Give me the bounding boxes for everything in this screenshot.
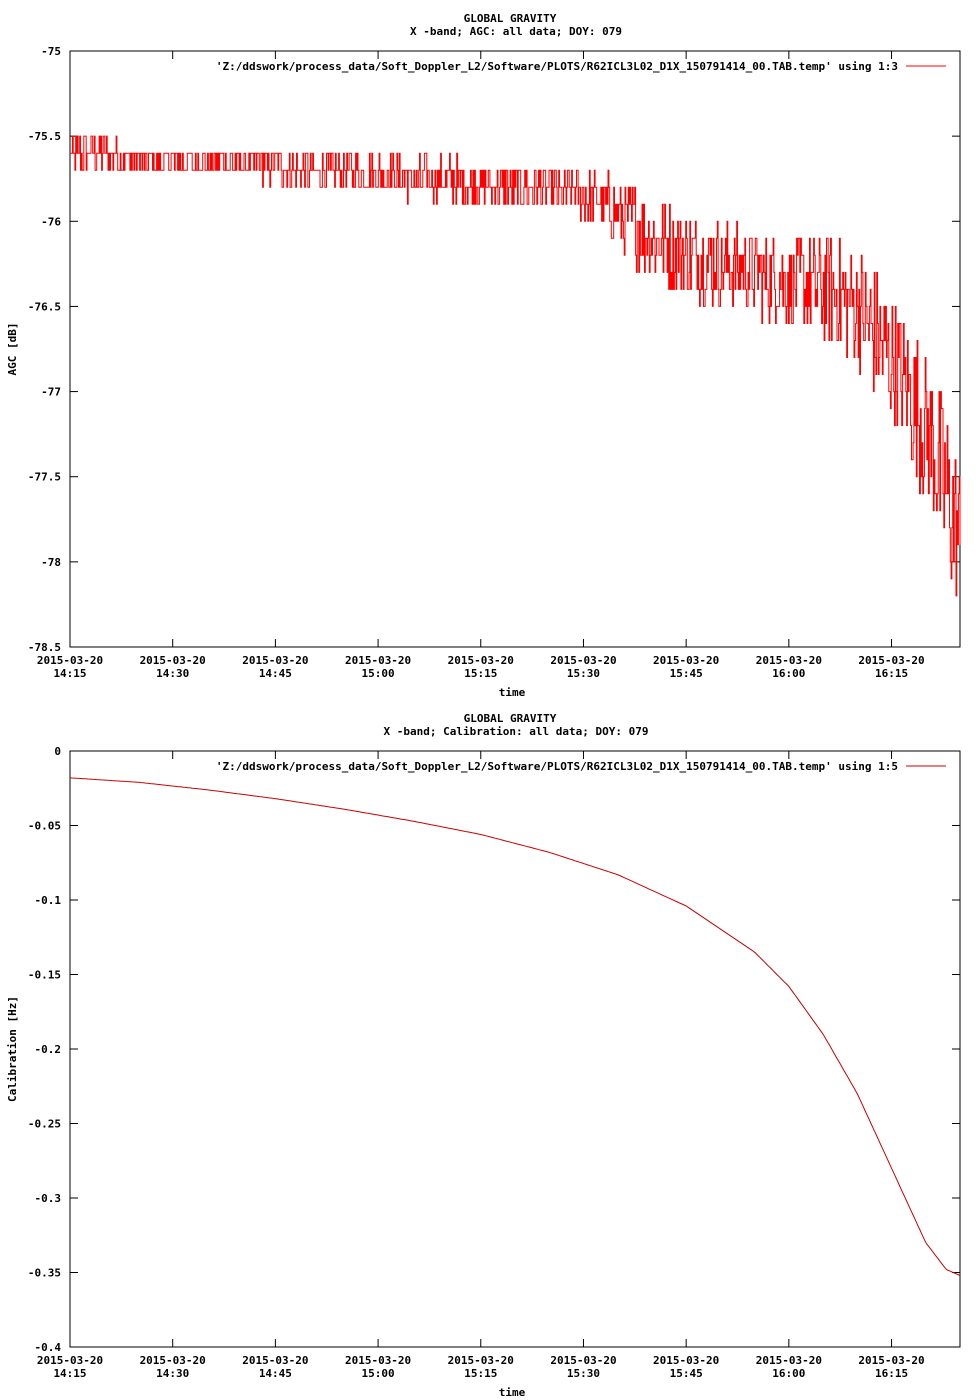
x-tick-time: 14:45 <box>259 1367 292 1380</box>
y-tick-label: -77 <box>41 386 61 399</box>
y-tick-label: -0.15 <box>28 969 61 982</box>
y-axis-label: AGC [dB] <box>6 323 19 376</box>
x-tick-date: 2015-03-20 <box>756 654 822 667</box>
y-tick-label: -78.5 <box>28 641 61 654</box>
x-tick-time: 15:15 <box>464 667 497 680</box>
x-axis-label: time <box>499 1386 526 1399</box>
y-tick-label: -0.1 <box>35 894 62 907</box>
y-tick-label: -76.5 <box>28 300 61 313</box>
x-tick-time: 14:45 <box>259 667 292 680</box>
x-tick-date: 2015-03-20 <box>345 1354 411 1367</box>
x-axis-label: time <box>499 686 526 699</box>
x-tick-time: 16:00 <box>772 667 805 680</box>
x-tick-date: 2015-03-20 <box>345 654 411 667</box>
x-tick-date: 2015-03-20 <box>37 654 103 667</box>
x-tick-time: 15:45 <box>670 1367 703 1380</box>
x-tick-time: 16:15 <box>875 1367 908 1380</box>
plot-frame <box>69 50 961 648</box>
legend-label: 'Z:/ddswork/process_data/Soft_Doppler_L2… <box>216 60 898 73</box>
y-tick-label: -0.35 <box>28 1267 61 1280</box>
x-tick-date: 2015-03-20 <box>550 1354 616 1367</box>
y-tick-label: -75.5 <box>28 130 61 143</box>
chart-subtitle: X -band; Calibration: all data; DOY: 079 <box>384 725 649 738</box>
y-tick-label: -75 <box>41 45 61 58</box>
y-tick-label: -0.4 <box>35 1341 62 1354</box>
x-tick-date: 2015-03-20 <box>756 1354 822 1367</box>
y-tick-label: -77.5 <box>28 471 61 484</box>
x-tick-time: 15:00 <box>362 1367 395 1380</box>
y-tick-label: -78 <box>41 556 61 569</box>
series-line <box>70 135 961 597</box>
chart-title: GLOBAL GRAVITY <box>464 712 557 725</box>
x-tick-time: 15:45 <box>670 667 703 680</box>
x-tick-time: 16:00 <box>772 1367 805 1380</box>
y-tick-label: -0.3 <box>35 1192 62 1205</box>
x-tick-time: 14:30 <box>156 667 189 680</box>
chart-title: GLOBAL GRAVITY <box>464 12 557 25</box>
x-tick-date: 2015-03-20 <box>653 1354 719 1367</box>
x-tick-date: 2015-03-20 <box>550 654 616 667</box>
x-tick-date: 2015-03-20 <box>140 654 206 667</box>
y-tick-label: -0.2 <box>35 1043 62 1056</box>
x-tick-date: 2015-03-20 <box>858 654 924 667</box>
x-tick-date: 2015-03-20 <box>448 1354 514 1367</box>
x-tick-date: 2015-03-20 <box>653 654 719 667</box>
series-line <box>69 777 961 1276</box>
x-tick-time: 15:00 <box>362 667 395 680</box>
y-tick-label: 0 <box>54 745 61 758</box>
x-tick-date: 2015-03-20 <box>448 654 514 667</box>
x-tick-date: 2015-03-20 <box>37 1354 103 1367</box>
y-tick-label: -0.25 <box>28 1118 61 1131</box>
x-tick-time: 15:30 <box>567 1367 600 1380</box>
x-tick-date: 2015-03-20 <box>140 1354 206 1367</box>
plot-frame <box>69 750 961 1348</box>
x-tick-time: 14:15 <box>53 1367 86 1380</box>
x-tick-date: 2015-03-20 <box>242 1354 308 1367</box>
y-tick-label: -0.05 <box>28 820 61 833</box>
x-tick-time: 16:15 <box>875 667 908 680</box>
legend-label: 'Z:/ddswork/process_data/Soft_Doppler_L2… <box>216 760 898 773</box>
x-tick-date: 2015-03-20 <box>858 1354 924 1367</box>
y-axis-label: Calibration [Hz] <box>6 996 19 1102</box>
x-tick-date: 2015-03-20 <box>242 654 308 667</box>
x-tick-time: 14:30 <box>156 1367 189 1380</box>
chart-subtitle: X -band; AGC: all data; DOY: 079 <box>410 25 622 38</box>
x-tick-time: 15:15 <box>464 1367 497 1380</box>
y-tick-label: -76 <box>41 215 61 228</box>
x-tick-time: 15:30 <box>567 667 600 680</box>
x-tick-time: 14:15 <box>53 667 86 680</box>
